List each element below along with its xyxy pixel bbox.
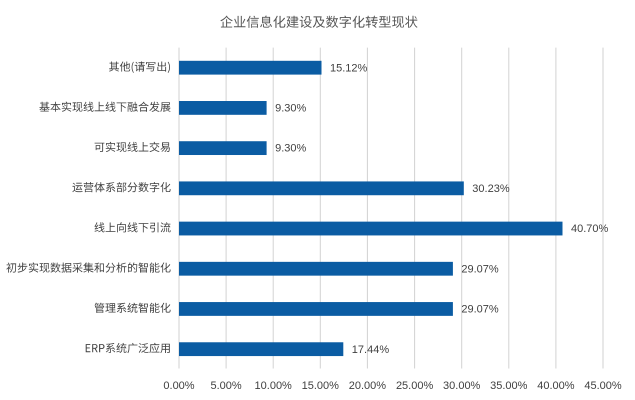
svg-text:0.00%: 0.00% (163, 380, 194, 392)
svg-text:29.07%: 29.07% (461, 304, 499, 316)
svg-text:35.00%: 35.00% (490, 380, 528, 392)
svg-text:17.44%: 17.44% (352, 344, 390, 356)
svg-text:30.00%: 30.00% (443, 380, 481, 392)
svg-text:9.30%: 9.30% (275, 103, 306, 115)
svg-text:30.23%: 30.23% (472, 183, 510, 195)
svg-text:20.00%: 20.00% (349, 380, 387, 392)
svg-text:15.00%: 15.00% (302, 380, 340, 392)
svg-text:40.70%: 40.70% (571, 223, 609, 235)
svg-text:40.00%: 40.00% (537, 380, 575, 392)
svg-text:25.00%: 25.00% (396, 380, 434, 392)
svg-text:29.07%: 29.07% (461, 263, 499, 275)
svg-text:15.12%: 15.12% (330, 62, 368, 74)
svg-text:9.30%: 9.30% (275, 143, 306, 155)
svg-text:5.00%: 5.00% (210, 380, 241, 392)
svg-text:45.00%: 45.00% (584, 380, 622, 392)
svg-text:10.00%: 10.00% (255, 380, 293, 392)
